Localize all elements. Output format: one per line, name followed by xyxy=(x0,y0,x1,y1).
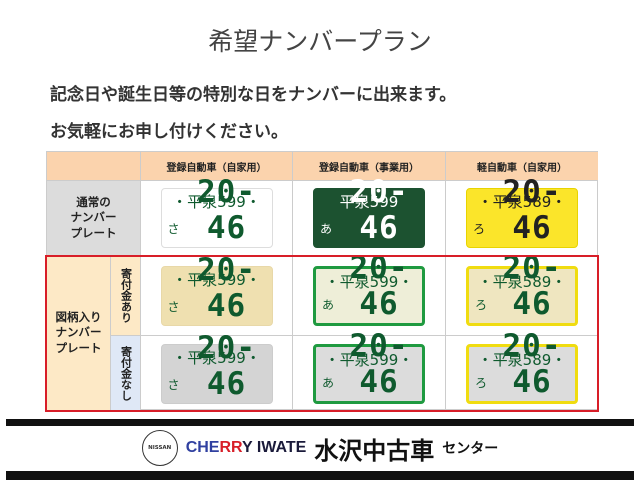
plate-kana: さ xyxy=(167,377,180,392)
store-suffix: センター xyxy=(442,441,499,457)
plate-kana: ろ xyxy=(475,297,488,312)
plate-kana: さ xyxy=(167,299,180,314)
plate-region: ・平泉589・ xyxy=(477,350,567,369)
plate-region: 平泉599 xyxy=(339,193,399,211)
plate-kana: あ xyxy=(320,222,333,236)
plate-kana: ろ xyxy=(473,222,486,236)
plate-kana: あ xyxy=(322,297,335,312)
plate-region: ・平泉599・ xyxy=(324,350,414,369)
plate-region: ・平泉589・ xyxy=(477,272,567,291)
nissan-logo: NISSAN xyxy=(141,430,178,466)
plate-number: 20-46 xyxy=(197,251,256,324)
plate-cell: ・平泉589・ろ 20-46 xyxy=(446,250,598,336)
page-title: 希望ナンバープラン xyxy=(208,27,432,56)
divider-top xyxy=(6,419,634,426)
plate-table: 登録自動車（自家用） 登録自動車（事業用） 軽自動車（自家用） 通常の ナンバー… xyxy=(46,151,598,411)
plate-region: ・平泉589・ xyxy=(477,193,567,211)
sub-label-with-donation: 寄付金あり xyxy=(111,256,141,336)
plate-cell: ・平泉599・あ 20-46 xyxy=(293,250,446,336)
plate-cell: ・平泉589・ろ 20-46 xyxy=(446,328,598,411)
plate-number: 20-46 xyxy=(349,174,409,246)
plate-cell: ・平泉599・さ 20-46 xyxy=(141,252,293,336)
plate-region: ・平泉599・ xyxy=(172,348,261,367)
plate-region: ・平泉599・ xyxy=(172,270,261,289)
plate-cell: 平泉599 あ 20-46 xyxy=(293,174,446,256)
cherry-part-1: CHE xyxy=(185,439,220,456)
plate-number: 20-46 xyxy=(502,174,562,246)
plate-number: 20-46 xyxy=(502,249,562,322)
plate-region: ・平泉599・ xyxy=(172,193,261,211)
license-plate: ・平泉589・ろ 20-46 xyxy=(466,174,578,248)
cherry-part-2: RR xyxy=(219,439,242,456)
header-empty xyxy=(47,152,141,181)
license-plate: ・平泉599・あ 20-46 xyxy=(313,328,425,404)
plate-region: ・平泉599・ xyxy=(324,272,414,291)
row-label-normal: 通常の ナンバー プレート xyxy=(47,181,141,256)
plate-kana: あ xyxy=(322,375,335,390)
header-private-registered: 登録自動車（自家用） xyxy=(141,152,293,181)
plate-number: 20-46 xyxy=(197,174,256,246)
license-plate: ・平泉599・さ 20-46 xyxy=(160,330,273,404)
license-plate: ・平泉589・ろ 20-46 xyxy=(466,250,578,326)
cherry-iwate-logo: CHERRY IWATE xyxy=(186,439,307,457)
plate-cell: ・平泉589・ろ 20-46 xyxy=(446,174,598,256)
header-commercial-registered: 登録自動車（事業用） xyxy=(293,152,446,181)
license-plate: ・平泉599・あ 20-46 xyxy=(313,250,425,326)
license-plate: 平泉599 あ 20-46 xyxy=(313,174,425,248)
sub-label-without-donation: 寄付金なし xyxy=(111,336,141,411)
license-plate: ・平泉599・さ 20-46 xyxy=(160,252,273,326)
plate-number: 20-46 xyxy=(197,329,256,402)
license-plate: ・平泉589・ろ 20-46 xyxy=(466,328,578,404)
cherry-part-3: Y IWATE xyxy=(241,439,307,456)
row-label-design: 図柄入り ナンバー プレート xyxy=(47,256,111,411)
plate-cell: ・平泉599・さ 20-46 xyxy=(141,174,293,256)
plate-number: 20-46 xyxy=(349,249,409,322)
plate-number: 20-46 xyxy=(502,327,562,400)
footer-brand: NISSAN CHERRY IWATE 水沢中古車 センター xyxy=(0,430,640,466)
plate-cell: ・平泉599・さ 20-46 xyxy=(141,330,293,411)
store-name: 水沢中古車 xyxy=(314,436,435,465)
plate-kana: ろ xyxy=(475,375,488,390)
description-line-1: 記念日や誕生日等の特別な日をナンバーに出来ます。 xyxy=(50,85,457,105)
header-kei-private: 軽自動車（自家用） xyxy=(446,152,598,181)
plate-number: 20-46 xyxy=(349,327,409,400)
plate-kana: さ xyxy=(167,222,180,236)
plate-cell: ・平泉599・あ 20-46 xyxy=(293,328,446,411)
description-line-2: お気軽にお申し付けください。 xyxy=(50,122,288,142)
license-plate: ・平泉599・さ 20-46 xyxy=(160,174,273,248)
divider-bottom xyxy=(6,471,634,480)
